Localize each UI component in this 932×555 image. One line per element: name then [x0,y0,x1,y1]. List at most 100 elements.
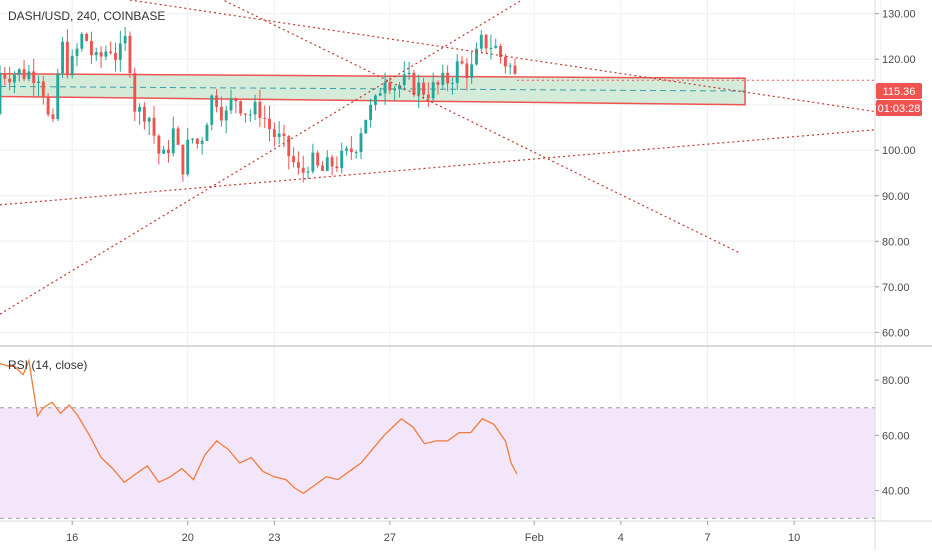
candle-body [359,133,363,153]
candle-body [475,48,478,65]
candle-body [460,61,464,64]
candle-body [210,95,214,125]
candle-body [75,48,79,56]
candle-body [8,78,12,83]
price-tick-label: 80.00 [882,236,910,248]
candle-body [316,152,320,166]
candle-body [436,82,440,85]
candle-body [80,33,84,49]
candle-body [402,74,406,86]
candle-body [99,52,103,57]
candle-body [229,98,233,111]
candle-body [200,140,204,144]
candles [0,27,517,183]
date-tick-label: 7 [704,532,710,544]
candle-body [484,34,488,49]
price-tick-label: 60.00 [882,327,910,339]
candle-body [417,82,421,95]
candle-body [85,33,89,41]
candle-body [248,114,252,116]
candle-body [369,104,373,120]
candle-body [455,61,459,83]
countdown-badge [876,100,922,116]
rsi-tick-label: 80.00 [882,375,910,387]
price-tick-label: 90.00 [882,191,910,203]
candle-body [219,106,223,121]
date-tick-label: 27 [384,532,396,544]
candle-body [345,148,348,151]
candle-body [489,47,493,49]
candle-body [426,94,430,99]
last-price-badge [876,83,922,99]
candle-body [450,82,454,84]
trendline[interactable] [0,0,696,315]
candle-body [239,101,243,114]
candle-body [383,82,387,94]
candle-body [268,118,271,130]
rsi-axis[interactable]: 40.00 60.00 80.00 [875,375,910,498]
candle-body [32,71,36,84]
candle-body [258,101,262,118]
candle-body [128,35,132,74]
title-separator-1: , [70,9,77,23]
candle-body [513,65,517,74]
candle-body [114,53,117,60]
trendline[interactable] [129,0,876,113]
chart-title: DASH/USD, 240, COINBASE [8,9,165,23]
candle-body [152,117,156,136]
candle-body [61,41,65,74]
candle-body [407,72,411,75]
candle-body [296,162,300,168]
candle-body [364,119,368,134]
trendline[interactable] [0,0,740,254]
candle-body [171,128,175,154]
title-separator-2: , [97,9,104,23]
zone-midline [0,86,746,92]
candle-body [167,149,170,154]
candle-body [373,95,377,105]
candle-body [70,55,74,76]
interval-label: 240 [77,9,97,23]
candle-body [479,34,483,49]
candle-body [494,45,498,48]
exchange-label: COINBASE [103,9,165,23]
candle-body [340,150,344,169]
rsi-band [0,407,875,519]
trendlines[interactable] [0,0,876,315]
trendline[interactable] [0,129,876,206]
candle-body [470,64,474,78]
candle-body [354,152,358,154]
candle-body [17,69,21,75]
rsi-tick-label: 60.00 [882,430,910,442]
price-tick-label: 70.00 [882,282,910,294]
candle-body [263,117,267,119]
candle-body [224,110,228,121]
candle-body [311,152,315,172]
candle-body [138,106,142,112]
candle-body [465,63,469,78]
candle-body [0,73,2,114]
date-tick-label: 4 [618,532,624,544]
candle-body [41,81,45,97]
candle-body [195,138,199,144]
candle-body [104,51,108,57]
candle-body [157,135,161,154]
candle-body [94,52,98,56]
candle-body [142,106,146,122]
candle-body [292,156,296,163]
candle-body [253,101,257,115]
candle-body [12,74,16,83]
rsi-line [0,358,518,495]
candle-body [398,85,401,89]
candle-body [51,114,55,119]
candle-body [301,167,305,173]
last-price-label: 115.36 [883,86,916,98]
candle-body [446,72,450,84]
time-axis[interactable]: 16 20 23 27 Feb 4 7 10 [66,521,800,544]
candle-body [388,82,392,91]
candle-body [186,139,190,175]
candle-body [109,51,113,54]
date-tick-label: Feb [525,532,544,544]
